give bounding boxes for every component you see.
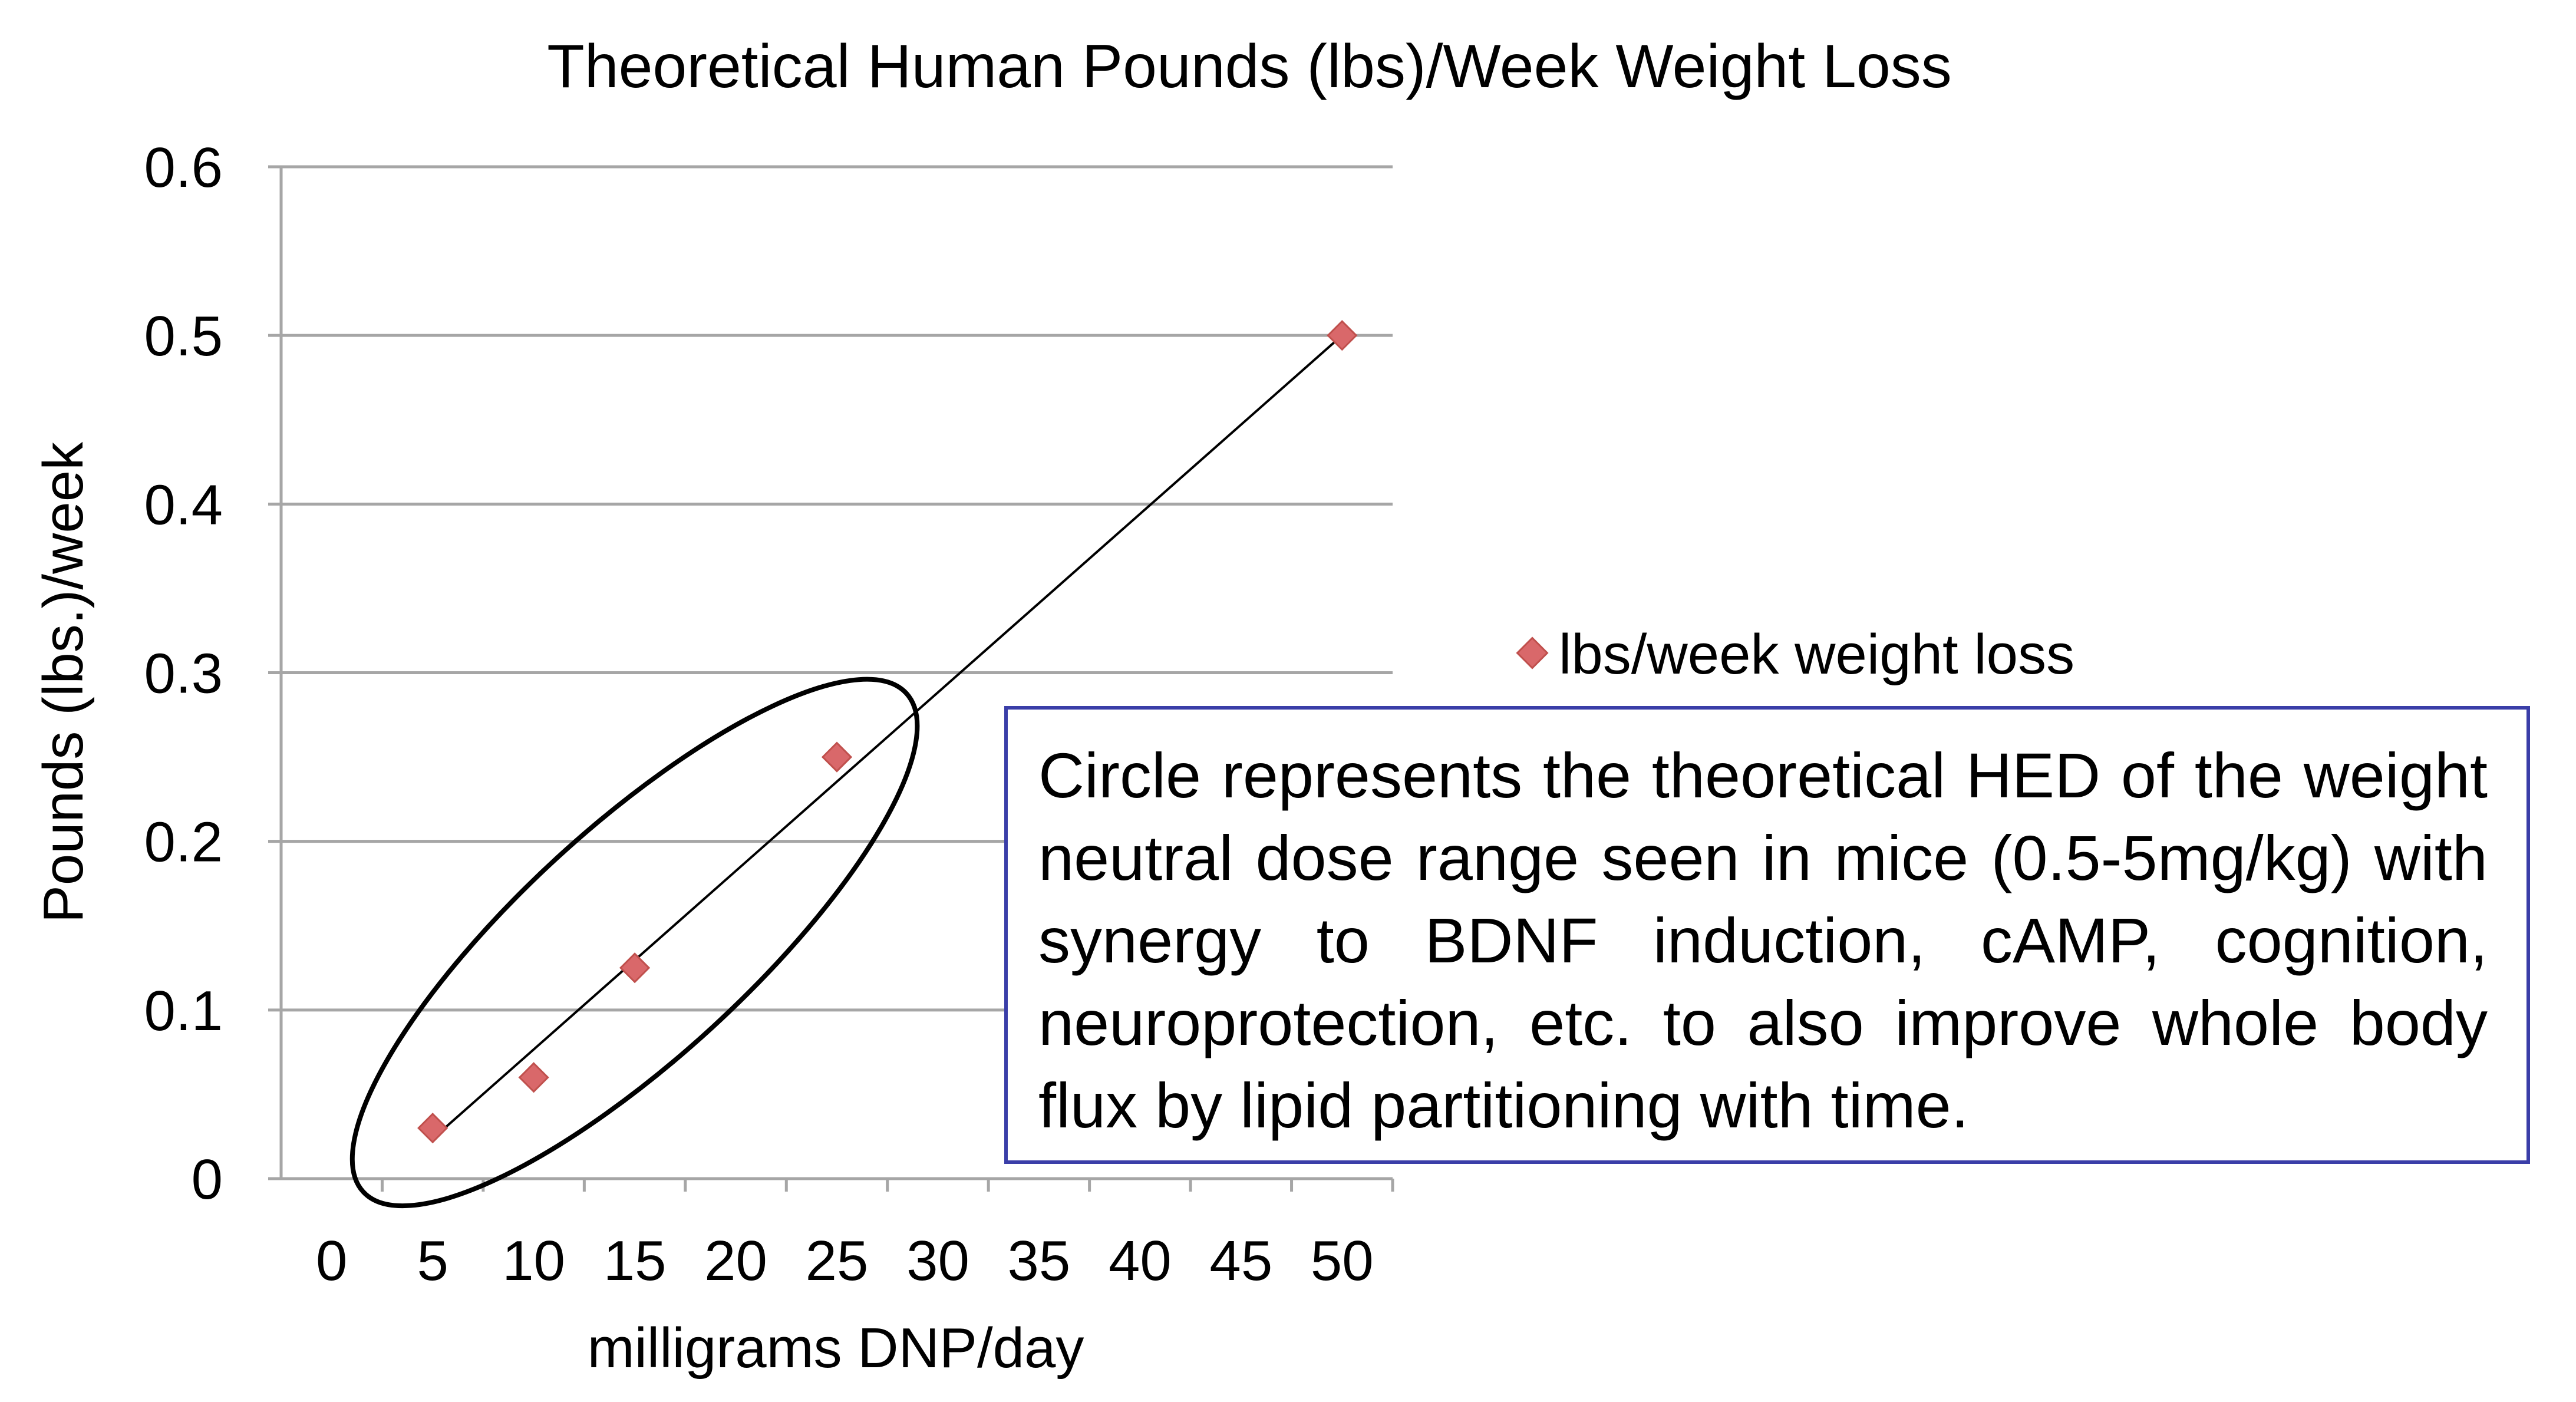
x-tick-label: 20 bbox=[704, 1229, 767, 1292]
x-tick-label: 45 bbox=[1209, 1229, 1272, 1292]
y-tick-label: 0.6 bbox=[144, 136, 223, 199]
x-tick-label: 15 bbox=[603, 1229, 667, 1292]
x-tick-label: 50 bbox=[1311, 1229, 1374, 1292]
chart-title: Theoretical Human Pounds (lbs)/Week Weig… bbox=[547, 32, 1951, 101]
x-tick-label: 5 bbox=[417, 1229, 448, 1292]
axes bbox=[268, 167, 1394, 1192]
legend: lbs/week weight loss bbox=[1516, 623, 2074, 686]
data-point bbox=[1327, 320, 1358, 351]
x-tick-label: 25 bbox=[806, 1229, 869, 1292]
x-axis-label: milligrams DNP/day bbox=[588, 1317, 1084, 1380]
data-point bbox=[619, 952, 651, 984]
x-tick-label: 10 bbox=[502, 1229, 565, 1292]
x-tick-label: 40 bbox=[1109, 1229, 1172, 1292]
x-tick-label: 30 bbox=[906, 1229, 969, 1292]
x-tick-label: 0 bbox=[316, 1229, 347, 1292]
data-points bbox=[417, 320, 1358, 1144]
y-axis-label: Pounds (lbs.)/week bbox=[32, 441, 95, 923]
y-tick-label: 0.3 bbox=[144, 642, 223, 705]
y-tick-label: 0.1 bbox=[144, 979, 223, 1043]
data-point bbox=[417, 1113, 448, 1144]
data-point bbox=[821, 741, 853, 773]
annotation-ellipse bbox=[349, 677, 920, 1209]
annotation-note-box: Circle represents the theoretical HED of… bbox=[1004, 706, 2530, 1164]
x-tick-labels: 0 5 10 15 20 25 30 35 40 45 50 bbox=[316, 1229, 1374, 1292]
y-tick-labels: 0 0.1 0.2 0.3 0.4 0.5 0.6 bbox=[144, 136, 223, 1211]
trendline bbox=[431, 334, 1343, 1140]
y-tick-label: 0.5 bbox=[144, 305, 223, 368]
data-point bbox=[518, 1062, 549, 1093]
y-tick-label: 0.2 bbox=[144, 811, 223, 874]
legend-marker-diamond bbox=[1516, 636, 1549, 669]
y-tick-label: 0 bbox=[192, 1148, 223, 1211]
annotation-note-text: Circle represents the theoretical HED of… bbox=[1038, 740, 2488, 1141]
trendline-path bbox=[431, 334, 1343, 1140]
legend-label: lbs/week weight loss bbox=[1559, 623, 2074, 686]
x-tick-label: 35 bbox=[1008, 1229, 1071, 1292]
y-tick-label: 0.4 bbox=[144, 473, 223, 536]
annotation-ellipse-shape bbox=[349, 677, 920, 1209]
